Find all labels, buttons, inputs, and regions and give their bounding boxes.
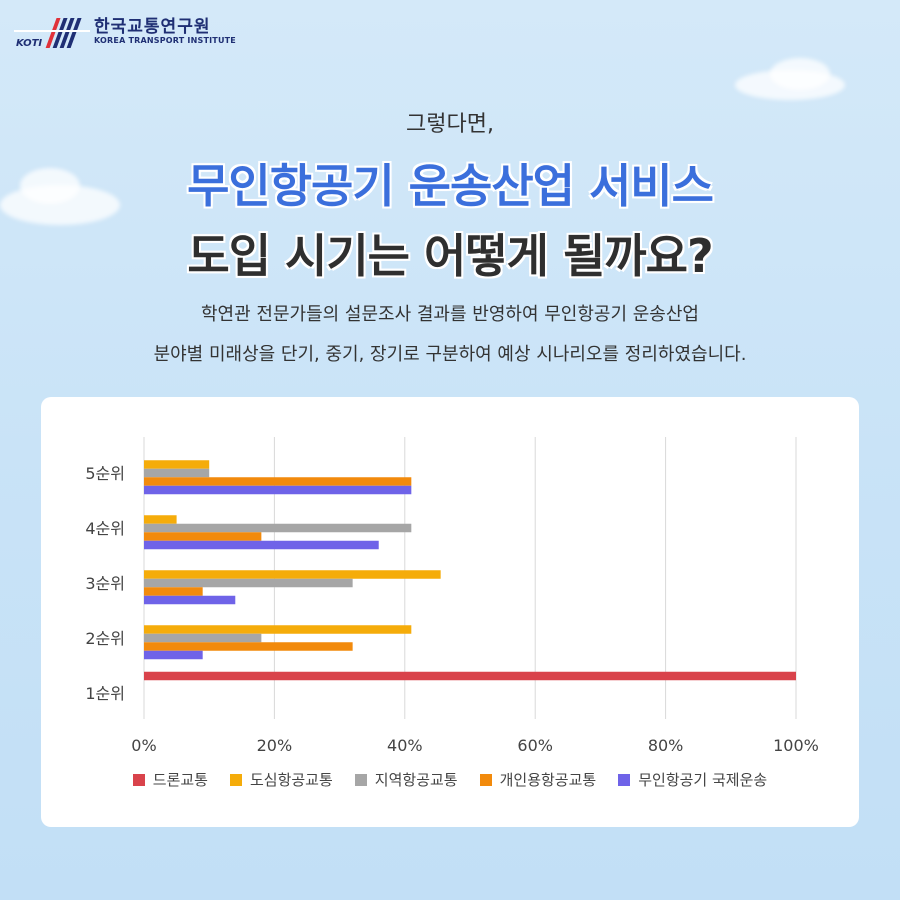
y-category-label: 2순위 <box>85 629 125 648</box>
y-category-label: 4순위 <box>85 519 125 538</box>
x-tick-label: 40% <box>387 736 423 755</box>
legend-item: 지역항공교통 <box>354 769 458 790</box>
chart-legend: 드론교통 도심항공교통 지역항공교통 개인용항공교통 무인항공기 국제운송 <box>41 769 859 790</box>
bar <box>144 587 203 596</box>
headline-line-1: 무인항공기 운송산업 서비스 <box>187 159 714 213</box>
x-tick-label: 100% <box>773 736 819 755</box>
bar <box>144 532 262 541</box>
legend-label: 무인항공기 국제운송 <box>638 771 768 789</box>
koti-logo: KOTI 한국교통연구원 KOREA TRANSPORT INSTITUTE <box>14 14 236 50</box>
legend-label: 개인용항공교통 <box>499 771 597 789</box>
chart-card: 0% 20% 40% 60% 80% 100% 5순위 4순위 3순위 2순위 1순위 드론교통 도심… <box>41 397 859 827</box>
cloud-decoration <box>20 168 80 204</box>
bar <box>144 468 210 478</box>
bar <box>144 460 210 469</box>
bar <box>144 671 796 681</box>
y-category-label: 1순위 <box>85 684 125 703</box>
x-tick-label: 80% <box>648 736 684 755</box>
headline-line-2: 도입 시기는 어떻게 될까요? <box>187 229 713 283</box>
bar <box>144 633 262 643</box>
bar <box>144 625 412 634</box>
bar <box>144 523 412 533</box>
bar <box>144 515 177 524</box>
legend-item: 도심항공교통 <box>229 769 333 790</box>
legend-label: 지역항공교통 <box>374 771 458 789</box>
y-category-label: 5순위 <box>85 464 125 483</box>
bar <box>144 570 441 579</box>
bar <box>144 540 379 550</box>
bar <box>144 485 412 495</box>
legend-swatch <box>618 773 631 786</box>
bar <box>144 642 353 651</box>
cloud-decoration <box>770 58 830 90</box>
legend-label: 도심항공교통 <box>249 771 333 789</box>
legend-swatch <box>479 773 492 786</box>
legend-swatch <box>132 773 145 786</box>
legend-label: 드론교통 <box>152 771 208 789</box>
bar-chart: 0% 20% 40% 60% 80% 100% 5순위 4순위 3순위 2순위 1순위 <box>85 437 819 755</box>
y-category-label: 3순위 <box>85 574 125 593</box>
logo-english-name: KOREA TRANSPORT INSTITUTE <box>94 36 236 45</box>
description-line-2: 분야별 미래상을 단기, 중기, 장기로 구분하여 예상 시나리오를 정리하였습… <box>153 344 747 365</box>
legend-item: 드론교통 <box>132 769 208 790</box>
x-tick-label: 60% <box>517 736 553 755</box>
x-tick-label: 20% <box>257 736 293 755</box>
svg-text:KOTI: KOTI <box>16 38 42 49</box>
legend-item: 개인용항공교통 <box>479 769 597 790</box>
bar <box>144 650 203 660</box>
legend-item: 무인항공기 국제운송 <box>618 769 767 790</box>
koti-logo-mark-icon: KOTI <box>14 18 90 49</box>
legend-swatch <box>229 773 242 786</box>
bar <box>144 477 412 486</box>
intro-text: 그렇다면, <box>406 112 494 137</box>
x-tick-label: 0% <box>131 736 156 755</box>
logo-korean-name: 한국교통연구원 <box>94 17 211 37</box>
bar <box>144 595 236 605</box>
bar <box>144 578 353 588</box>
legend-swatch <box>354 773 367 786</box>
description-line-1: 학연관 전문가들의 설문조사 결과를 반영하여 무인항공기 운송산업 <box>200 304 699 325</box>
